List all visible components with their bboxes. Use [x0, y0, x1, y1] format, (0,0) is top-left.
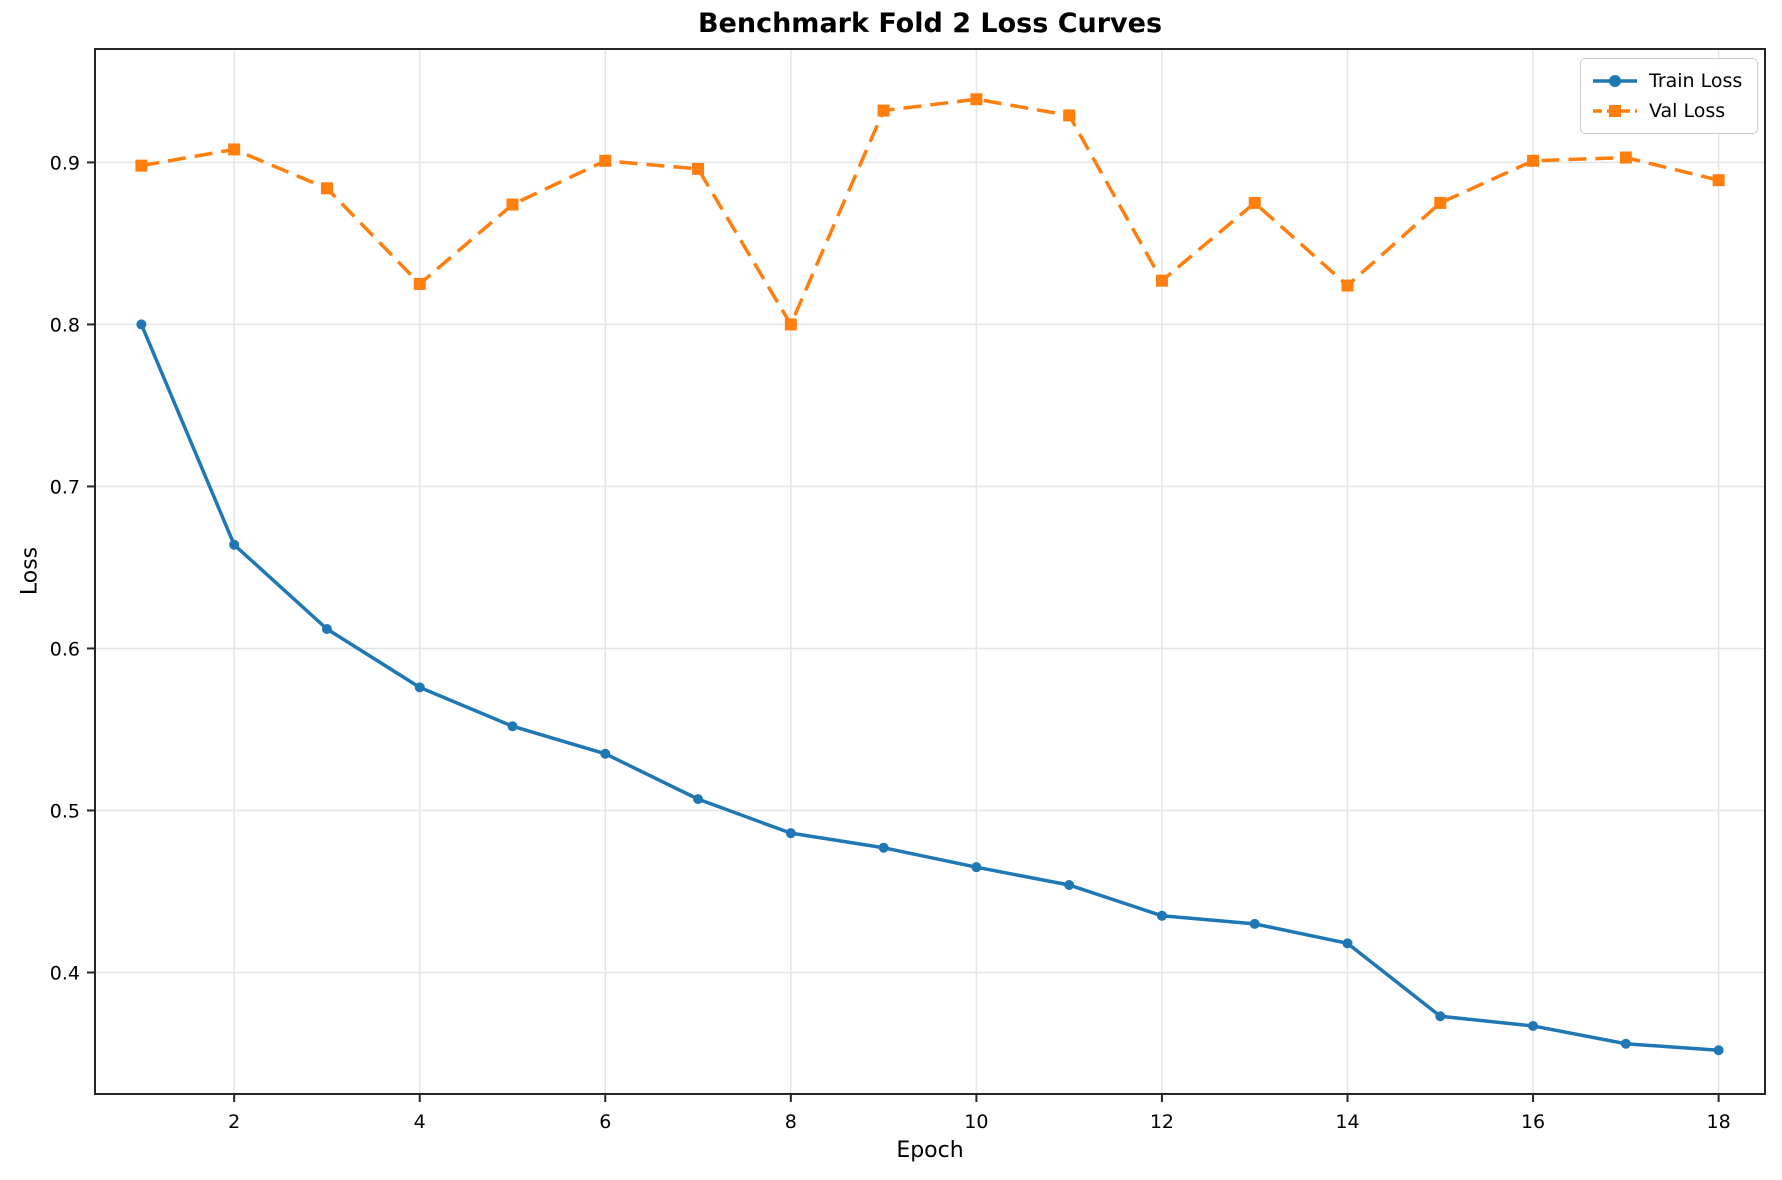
- val-loss-marker: [877, 104, 890, 117]
- val-loss-marker: [1712, 174, 1725, 187]
- val-loss-marker: [1248, 196, 1261, 209]
- legend-label-train: Train Loss: [1649, 70, 1743, 92]
- train-loss-marker: [1620, 1038, 1631, 1049]
- train-loss-marker: [693, 794, 704, 805]
- x-tick-label: 14: [1335, 1111, 1359, 1133]
- train-loss-marker: [600, 748, 611, 759]
- val-loss-marker: [970, 93, 983, 106]
- val-loss-marker: [320, 182, 333, 195]
- x-axis-label: Epoch: [896, 1138, 964, 1163]
- train-loss-marker: [1435, 1011, 1446, 1022]
- val-loss-marker: [506, 198, 519, 211]
- train-loss-marker: [1528, 1020, 1539, 1031]
- x-tick-label: 12: [1150, 1111, 1174, 1133]
- legend: Train Loss Val Loss: [1580, 58, 1758, 134]
- val-loss-marker: [1063, 109, 1076, 122]
- val-loss-marker: [135, 159, 148, 172]
- train-loss-marker: [1342, 938, 1353, 949]
- val-line-sample-icon: [1593, 105, 1637, 117]
- x-tick-label: 10: [964, 1111, 988, 1133]
- x-tick-label: 16: [1521, 1111, 1545, 1133]
- y-tick-label: 0.9: [50, 152, 80, 174]
- x-tick-label: 18: [1707, 1111, 1731, 1133]
- train-loss-marker: [507, 721, 518, 732]
- val-loss-marker: [1434, 196, 1447, 209]
- train-loss-marker: [1713, 1045, 1724, 1056]
- train-loss-marker: [1064, 880, 1075, 890]
- x-tick-label: 6: [599, 1111, 611, 1133]
- y-tick-label: 0.8: [50, 314, 80, 336]
- train-loss-marker: [321, 624, 332, 635]
- train-loss-marker: [229, 539, 240, 550]
- val-loss-line: [141, 97, 1720, 327]
- val-loss-marker: [1527, 154, 1540, 167]
- val-loss-marker: [1619, 151, 1632, 164]
- train-loss-marker: [785, 828, 796, 839]
- train-line-sample-icon: [1593, 75, 1637, 87]
- y-tick-label: 0.5: [50, 800, 80, 822]
- val-loss-marker: [784, 318, 797, 331]
- train-loss-marker: [1249, 918, 1260, 929]
- y-tick-label: 0.6: [50, 638, 80, 660]
- x-tick-label: 4: [414, 1111, 426, 1133]
- val-loss-marker: [692, 162, 705, 175]
- train-loss-marker: [414, 682, 425, 693]
- train-loss-marker: [1156, 910, 1167, 921]
- chart-title: Benchmark Fold 2 Loss Curves: [697, 8, 1163, 39]
- val-loss-marker: [1155, 274, 1168, 287]
- train-loss-marker: [878, 842, 889, 853]
- legend-entry-val: Val Loss: [1591, 96, 1747, 126]
- x-tick-label: 8: [785, 1111, 797, 1133]
- y-tick-label: 0.4: [50, 962, 80, 984]
- axes-spines: [94, 48, 1766, 1095]
- y-tick-label: 0.7: [50, 476, 80, 498]
- y-axis-label: Loss: [17, 546, 43, 596]
- x-tick-label: 2: [228, 1111, 240, 1133]
- val-loss-marker: [413, 277, 426, 290]
- legend-label-val: Val Loss: [1649, 100, 1726, 122]
- val-loss-marker: [599, 154, 612, 167]
- legend-entry-train: Train Loss: [1591, 66, 1747, 96]
- train-loss-marker: [971, 862, 982, 873]
- train-loss-line: [139, 323, 1719, 1053]
- val-loss-marker: [1341, 279, 1354, 292]
- train-loss-marker: [136, 319, 147, 330]
- val-loss-marker: [228, 143, 241, 156]
